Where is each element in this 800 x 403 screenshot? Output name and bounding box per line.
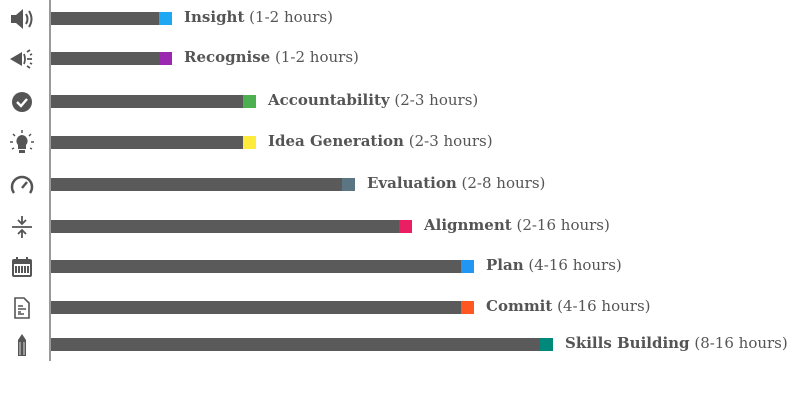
bar [51, 178, 355, 191]
bar-accent [461, 301, 474, 314]
bar [51, 136, 256, 149]
check-circle-icon [8, 88, 36, 116]
pencil-icon [8, 331, 36, 359]
bar [51, 12, 172, 25]
chart-row: Recognise (1-2 hours) [0, 48, 800, 69]
bar-label: Evaluation (2-8 hours) [367, 174, 545, 192]
party-popper-icon [8, 45, 36, 73]
bar-label: Commit (4-16 hours) [486, 297, 651, 315]
chart-row: Alignment (2-16 hours) [0, 216, 800, 238]
duration-text: (2-3 hours) [408, 132, 493, 150]
chart-row: Skills Building (8-16 hours) [0, 334, 800, 356]
bar [51, 338, 553, 351]
calendar-icon [8, 253, 36, 281]
category-name: Plan [486, 256, 524, 274]
y-axis-line [49, 0, 51, 361]
duration-text: (4-16 hours) [528, 256, 622, 274]
chart-row: Insight (1-2 hours) [0, 8, 800, 29]
bar-accent [461, 260, 474, 273]
speaker-icon [8, 5, 36, 33]
bar-accent [159, 52, 172, 65]
category-name: Recognise [184, 48, 271, 66]
category-name: Idea Generation [268, 132, 404, 150]
category-name: Skills Building [565, 334, 690, 352]
category-name: Accountability [268, 91, 390, 109]
bar-label: Insight (1-2 hours) [184, 8, 333, 26]
bar-label: Skills Building (8-16 hours) [565, 334, 788, 352]
lightbulb-icon [8, 129, 36, 157]
duration-text: (1-2 hours) [275, 48, 359, 66]
bar-label: Alignment (2-16 hours) [424, 216, 610, 234]
bar-accent [159, 12, 172, 25]
bar-label: Plan (4-16 hours) [486, 256, 622, 274]
bar-accent [243, 136, 256, 149]
bar-label: Recognise (1-2 hours) [184, 48, 359, 66]
bar [51, 52, 172, 65]
bar-label: Accountability (2-3 hours) [268, 91, 478, 109]
chart-row: Evaluation (2-8 hours) [0, 174, 800, 194]
chart-row: Commit (4-16 hours) [0, 297, 800, 319]
bar-accent [342, 178, 355, 191]
duration-text: (2-3 hours) [394, 91, 479, 109]
bar [51, 220, 412, 233]
chart-row: Idea Generation (2-3 hours) [0, 130, 800, 153]
chart-row: Accountability (2-3 hours) [0, 91, 800, 112]
category-name: Evaluation [367, 174, 457, 192]
category-name: Insight [184, 8, 245, 26]
bar [51, 301, 474, 314]
bar-accent [399, 220, 412, 233]
bar-accent [540, 338, 553, 351]
category-name: Commit [486, 297, 553, 315]
bar-accent [243, 95, 256, 108]
duration-text: (1-2 hours) [249, 8, 334, 26]
document-list-icon [8, 294, 36, 322]
speedometer-icon [8, 171, 36, 199]
bar [51, 260, 474, 273]
bar [51, 95, 256, 108]
duration-text: (2-16 hours) [516, 216, 610, 234]
duration-text: (4-16 hours) [557, 297, 651, 315]
bar-label: Idea Generation (2-3 hours) [268, 132, 493, 150]
duration-text: (2-8 hours) [461, 174, 546, 192]
compress-arrows-icon [8, 213, 36, 241]
category-name: Alignment [424, 216, 512, 234]
chart-row: Plan (4-16 hours) [0, 256, 800, 277]
duration-text: (8-16 hours) [694, 334, 788, 352]
